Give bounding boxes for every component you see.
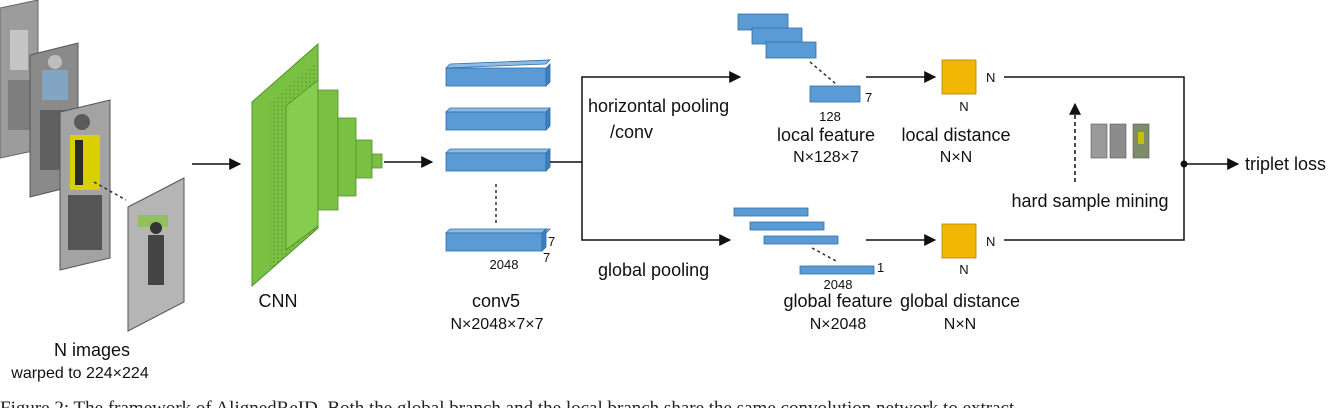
global-feature-stack xyxy=(733,207,875,275)
global-distance-shape: N×N xyxy=(944,316,976,333)
local-feature-shape: N×128×7 xyxy=(793,149,859,166)
local-feature-stack xyxy=(737,13,861,103)
global-feature-shape: N×2048 xyxy=(810,316,867,333)
global-dim-height: 1 xyxy=(877,260,884,275)
conv5-shape: N×2048×7×7 xyxy=(451,316,544,333)
input-sublabel: warped to 224×224 xyxy=(10,365,149,382)
conv5-map-n xyxy=(445,228,551,252)
local-distance-label: local distance xyxy=(901,125,1010,145)
global-ellipsis xyxy=(811,247,839,263)
global-distance-to-merge-line xyxy=(1004,164,1185,241)
conv5-map-1 xyxy=(444,59,552,87)
global-dim-width: 2048 xyxy=(824,277,853,292)
cnn-block xyxy=(251,42,383,288)
figure-caption: Figure 2: The framework of AlignedReID. … xyxy=(0,398,1015,408)
local-part-2 xyxy=(751,27,803,45)
local-op-label-line2: /conv xyxy=(610,122,653,142)
conv5-map-2 xyxy=(445,107,551,131)
global-vec-3 xyxy=(763,235,839,245)
cnn-label: CNN xyxy=(259,291,298,311)
local-part-3 xyxy=(765,41,817,59)
hard-sample-mining-label: hard sample mining xyxy=(1011,191,1168,211)
person-image-1 xyxy=(0,0,39,159)
mined-sample-2 xyxy=(1109,123,1127,159)
local-ellipsis xyxy=(809,61,837,85)
local-distance-shape: N×N xyxy=(940,149,972,166)
arrow-to-global-branch xyxy=(581,162,732,246)
mined-sample-3-highlight xyxy=(1138,132,1144,144)
person-image-3 xyxy=(59,99,111,271)
local-part-n xyxy=(809,85,861,103)
local-op-label-line1: horizontal pooling xyxy=(588,96,729,116)
local-distance-matrix xyxy=(941,59,977,95)
image-stack-ellipsis xyxy=(93,181,127,201)
local-distance-to-merge-line xyxy=(1004,76,1185,164)
global-distance-label: global distance xyxy=(900,291,1020,311)
local-dim-width: 128 xyxy=(819,109,841,124)
conv5-feature-maps xyxy=(444,59,552,252)
conv5-map-3 xyxy=(445,148,551,172)
mined-sample-1 xyxy=(1090,123,1108,159)
person-image-n xyxy=(127,177,185,332)
global-distance-matrix xyxy=(941,223,977,259)
conv5-dim-width: 2048 xyxy=(490,257,519,272)
local-feature-label: local feature xyxy=(777,125,875,145)
triplet-loss-label: triplet loss xyxy=(1245,154,1326,174)
conv5-label: conv5 xyxy=(472,291,520,311)
global-vec-1 xyxy=(733,207,809,217)
global-vec-2 xyxy=(749,221,825,231)
local-distance-side-bottom: N xyxy=(959,99,968,114)
input-label: N images xyxy=(54,340,130,360)
global-feature-label: global feature xyxy=(783,291,892,311)
input-image-stack xyxy=(0,0,185,332)
global-op-label: global pooling xyxy=(598,260,709,280)
global-vec-n xyxy=(799,265,875,275)
local-distance-side-right: N xyxy=(986,70,995,85)
global-distance-side-bottom: N xyxy=(959,262,968,277)
arrow-to-local-branch xyxy=(581,71,742,162)
global-distance-side-right: N xyxy=(986,234,995,249)
conv5-dim-depth: 7 xyxy=(543,250,550,265)
local-dim-height: 7 xyxy=(865,90,872,105)
mined-samples-thumbnails xyxy=(1090,123,1150,159)
conv5-dim-height: 7 xyxy=(548,234,555,249)
